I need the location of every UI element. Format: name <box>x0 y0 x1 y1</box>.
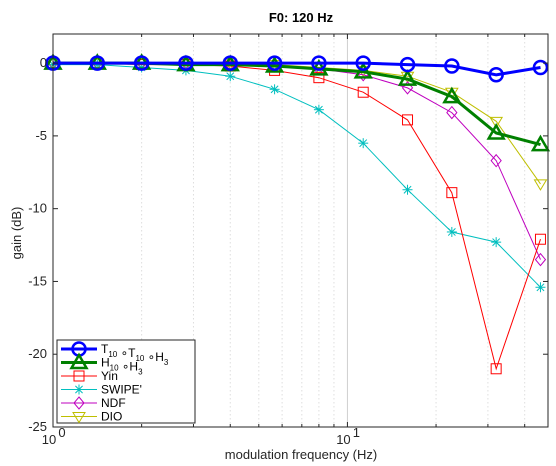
square-marker <box>73 370 85 382</box>
asterisk-marker-stroke <box>314 105 323 114</box>
y-axis-label: gain (dB) <box>9 207 24 260</box>
circle-marker <box>178 55 194 71</box>
triangle-up-marker <box>397 69 418 86</box>
legend-label: SWIPE' <box>101 383 142 397</box>
triangle-up-marker <box>264 56 285 73</box>
circle-marker <box>266 55 283 71</box>
axes-box <box>52 33 549 428</box>
square-marker <box>490 363 502 375</box>
circle-marker <box>222 55 239 71</box>
asterisk-marker-stroke <box>492 238 501 247</box>
x-tick-label-exponent: 0 <box>58 425 65 440</box>
square-marker <box>446 187 458 199</box>
asterisk-marker-stroke <box>270 85 279 94</box>
y-tick-label: 0 <box>40 55 47 70</box>
asterisk-marker-stroke <box>226 72 235 81</box>
circle-marker <box>311 55 327 71</box>
x-axis-label: modulation frequency (Hz) <box>225 447 377 462</box>
legend-label: T10 ∘T10 ∘H3 <box>101 342 169 367</box>
y-tick-label: -25 <box>28 419 47 434</box>
asterisk-marker-stroke <box>359 139 368 148</box>
triangle-down-marker <box>533 179 548 191</box>
legend-label: Yin <box>101 369 118 383</box>
circle-marker <box>399 56 416 73</box>
triangle-up-marker <box>486 122 506 140</box>
asterisk-marker-stroke <box>403 185 412 194</box>
legend-label: DIO <box>101 410 122 424</box>
square-marker <box>534 233 546 245</box>
circle-marker <box>532 59 549 76</box>
circle-marker <box>355 55 371 71</box>
asterisk-marker-stroke <box>536 283 545 292</box>
diamond-marker <box>446 105 458 120</box>
legend-entry: NDF <box>61 396 126 410</box>
y-tick-label: -5 <box>35 128 47 143</box>
triangle-down-marker <box>72 412 86 424</box>
legend-entry: Yin <box>61 369 118 383</box>
legend-label: NDF <box>101 396 126 410</box>
x-tick-label: 10 <box>42 432 56 447</box>
y-tick-label: -20 <box>28 346 47 361</box>
diamond-marker <box>490 153 502 168</box>
circle-marker <box>488 67 504 83</box>
triangle-up-marker <box>530 134 551 152</box>
legend-entry: SWIPE' <box>61 383 142 397</box>
series-combined-0 <box>45 55 549 83</box>
square-marker <box>402 114 414 126</box>
legend-entry: DIO <box>61 410 122 424</box>
diamond-marker <box>534 252 547 267</box>
square-marker <box>357 86 369 98</box>
legend-label: H10 ∘H3 <box>101 356 143 377</box>
triangle-up-marker <box>442 86 462 104</box>
x-tick-label: 10 <box>336 432 350 447</box>
triangle-up-marker <box>353 61 373 79</box>
chart-title: F0: 120 Hz <box>269 10 334 25</box>
triangle-down-marker <box>489 116 504 129</box>
diamond-marker <box>73 396 85 410</box>
asterisk-marker-stroke <box>447 228 456 236</box>
square-marker <box>313 72 325 84</box>
triangle-up-marker <box>69 352 89 370</box>
circle-marker <box>133 55 150 71</box>
circle-marker <box>444 58 460 74</box>
y-tick-label: -10 <box>28 201 47 216</box>
legend-entry: H10 ∘H3 <box>61 352 143 377</box>
asterisk-marker-stroke <box>75 385 83 394</box>
circle-marker <box>89 55 106 71</box>
x-tick-label-exponent: 1 <box>353 425 360 440</box>
legend-entry: T10 ∘T10 ∘H3 <box>61 341 169 367</box>
y-tick-label: -15 <box>28 273 47 288</box>
